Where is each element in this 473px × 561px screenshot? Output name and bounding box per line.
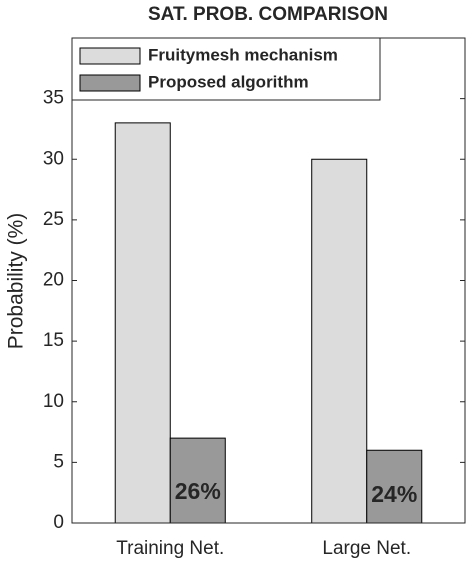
chart-title: SAT. PROB. COMPARISON	[148, 4, 388, 25]
y-tick-label: 15	[43, 330, 64, 351]
x-tick-label: Large Net.	[322, 538, 411, 559]
annotation: 24%	[371, 481, 417, 507]
y-tick-label: 35	[43, 88, 64, 109]
legend-label: Fruitymesh mechanism	[148, 45, 338, 64]
legend-swatch	[79, 47, 141, 65]
y-axis-label: Probability (%)	[5, 213, 28, 350]
bar	[169, 437, 226, 524]
y-tick-label: 0	[53, 512, 64, 533]
y-tick-label: 20	[43, 270, 64, 291]
x-tick-label: Training Net.	[116, 538, 224, 559]
bar	[114, 122, 171, 524]
y-tick-label: 30	[43, 148, 64, 169]
y-tick-label: 25	[43, 209, 64, 230]
y-tick-label: 10	[43, 391, 64, 412]
legend-label: Proposed algorithm	[148, 72, 309, 91]
bar	[311, 158, 368, 524]
y-tick-label: 5	[53, 451, 64, 472]
bar	[366, 449, 423, 524]
annotation: 26%	[175, 478, 221, 504]
legend-swatch	[79, 74, 141, 92]
